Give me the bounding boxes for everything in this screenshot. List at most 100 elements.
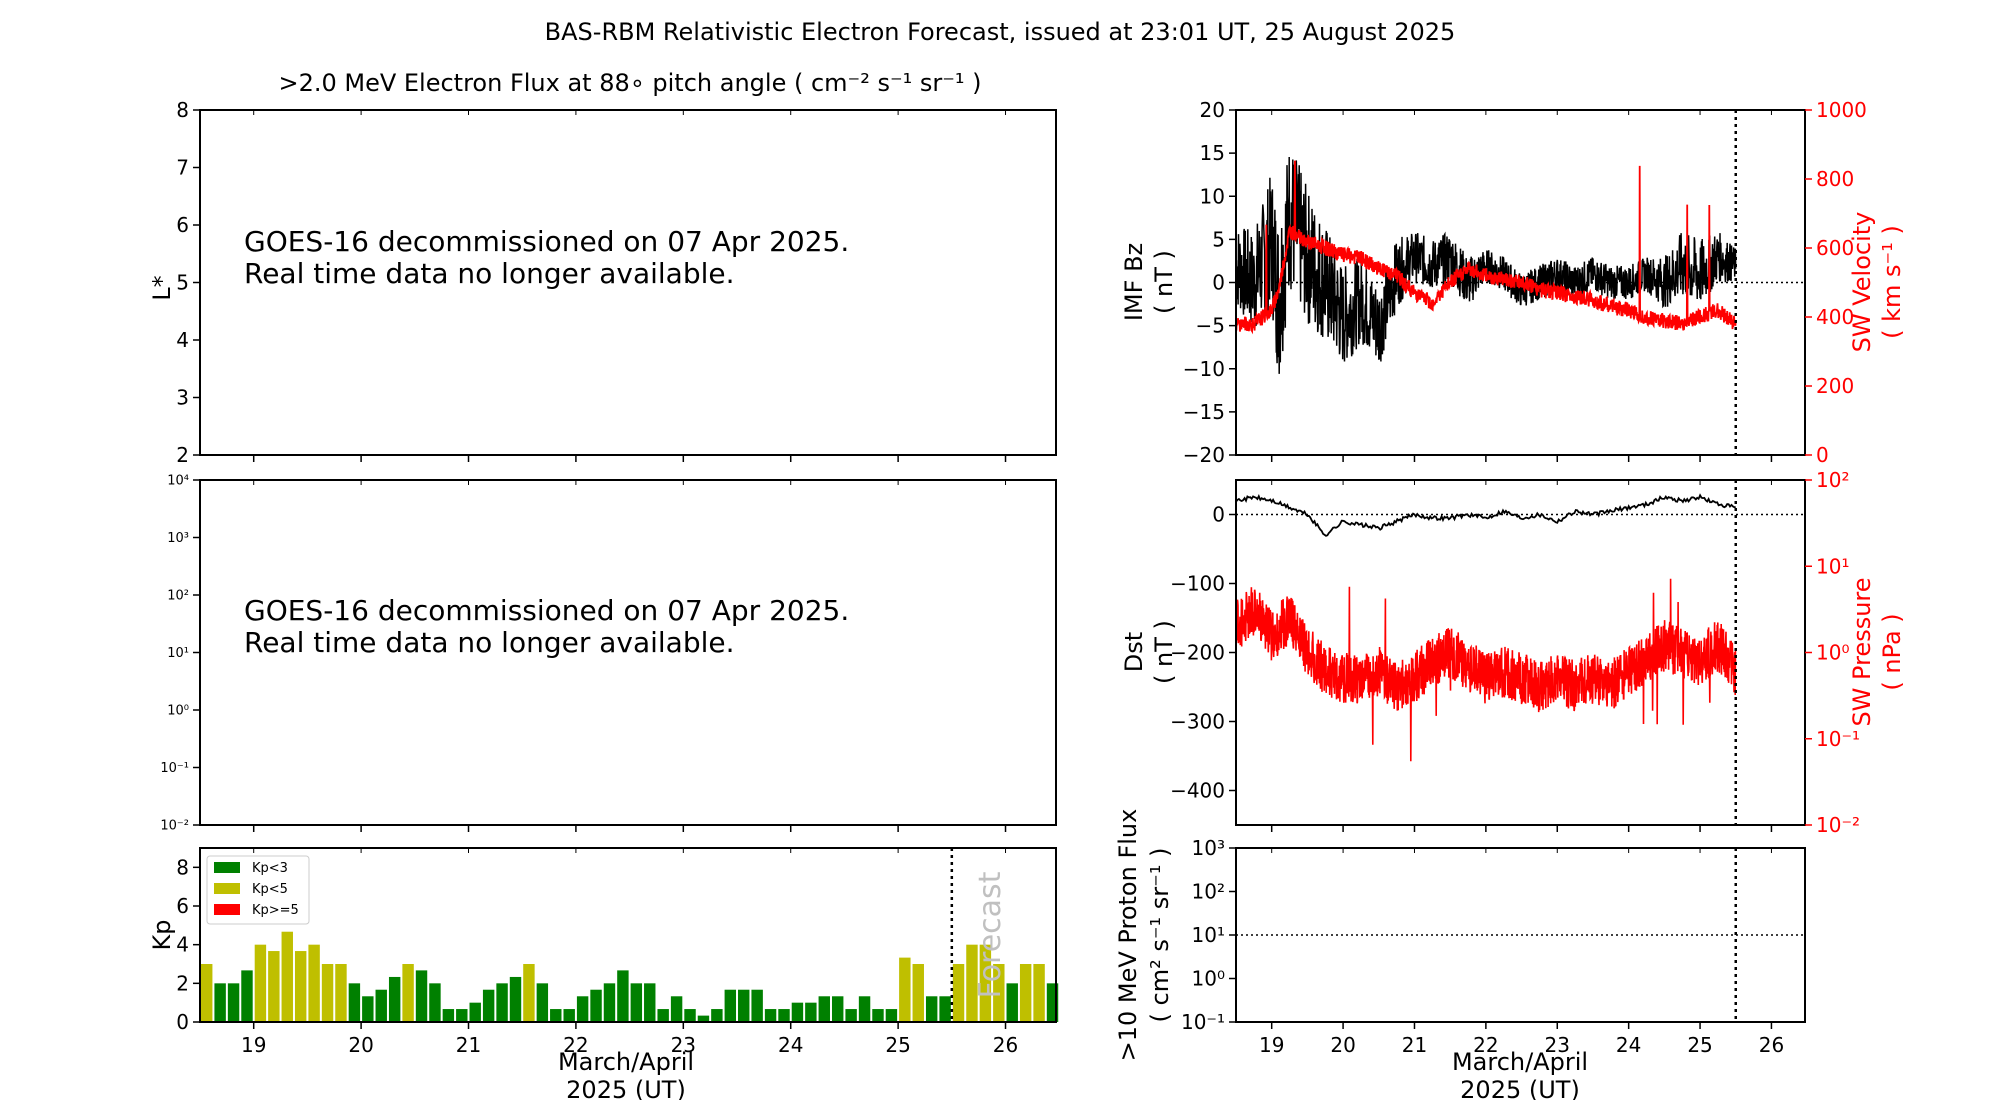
y-tick-label: 8 xyxy=(176,855,189,879)
y2-tick-label: 10² xyxy=(1816,468,1849,492)
kp-xlabel-line-1: March/April xyxy=(558,1048,694,1076)
y2-tick-label: 800 xyxy=(1816,167,1854,191)
sw-velocity-series xyxy=(1235,160,1737,335)
flux-lstar-message-line-2: Real time data no longer available. xyxy=(244,257,735,290)
imf-y2-ticks: 0 200 400 600 800 1000 xyxy=(1805,98,1867,467)
y-tick-label: 10¹ xyxy=(1192,923,1225,947)
y-tick-label: 4 xyxy=(176,933,189,957)
kp-bar xyxy=(697,1015,710,1022)
imf-ylabel-line-2: ( nT ) xyxy=(1150,250,1178,314)
imf-y2label-line-1: SW Velocity xyxy=(1848,212,1876,353)
kp-forecast-label: Forecast xyxy=(973,871,1008,998)
kp-bar xyxy=(764,1009,777,1022)
dst-y2label-line-1: SW Pressure xyxy=(1848,577,1876,726)
y-tick-label: 0 xyxy=(1212,271,1225,295)
kp-bar xyxy=(845,1009,857,1022)
kp-bar xyxy=(925,996,938,1022)
y-tick-label: 10³ xyxy=(1192,836,1225,860)
y-tick-label: 8 xyxy=(176,98,189,122)
kp-xlabel-line-2: 2025 (UT) xyxy=(566,1076,686,1100)
y-tick-label: 20 xyxy=(1200,98,1225,122)
x-tick-label: 26 xyxy=(993,1033,1018,1057)
flux-lstar-frame xyxy=(199,109,1057,456)
kp-bar xyxy=(630,983,643,1022)
proton-xlabel-line-2: 2025 (UT) xyxy=(1460,1076,1580,1100)
y-tick-label: 10⁴ xyxy=(167,474,189,489)
flux-lstar-y-ticks: 2 3 4 5 6 7 8 xyxy=(176,98,200,467)
x-tick-label: 24 xyxy=(1616,1033,1641,1057)
flux-log-message-line-1: GOES-16 decommissioned on 07 Apr 2025. xyxy=(244,594,849,627)
kp-bar xyxy=(899,957,911,1022)
kp-bars xyxy=(201,931,1059,1022)
proton-series xyxy=(1236,848,1805,1022)
flux-panel-title: >2.0 MeV Electron Flux at 88∘ pitch angl… xyxy=(278,69,981,97)
kp-bar xyxy=(335,964,347,1022)
kp-bar xyxy=(201,964,213,1022)
kp-bar xyxy=(294,951,307,1022)
y2-tick-label: 600 xyxy=(1816,236,1854,260)
kp-bar xyxy=(644,983,656,1022)
y-tick-label: −5 xyxy=(1196,314,1225,338)
kp-bar xyxy=(375,989,387,1022)
y-tick-label: 7 xyxy=(176,156,189,180)
y-tick-label: 2 xyxy=(176,443,189,467)
y-tick-label: 10² xyxy=(1192,880,1225,904)
kp-bar xyxy=(939,996,951,1022)
kp-bar xyxy=(308,944,320,1022)
y-tick-label: 10⁻² xyxy=(160,819,189,834)
x-tick-label: 25 xyxy=(885,1033,910,1057)
x-tick-label: 21 xyxy=(456,1033,481,1057)
y-tick-label: −400 xyxy=(1170,779,1225,803)
flux-log-frame xyxy=(199,479,1057,826)
kp-bar xyxy=(388,976,401,1022)
kp-bar xyxy=(831,996,844,1022)
kp-bar xyxy=(751,989,763,1022)
y-tick-label: 6 xyxy=(176,213,189,237)
kp-bar xyxy=(227,983,240,1022)
y2-tick-label: 400 xyxy=(1816,305,1854,329)
kp-bar xyxy=(429,983,441,1022)
kp-x-ticks: 19 20 21 22 23 24 25 26 xyxy=(241,848,1018,1057)
kp-legend-swatch-mid xyxy=(214,883,240,894)
y-tick-label: 10 xyxy=(1200,184,1225,208)
dst-ylabel-line-1: Dst xyxy=(1120,632,1148,672)
kp-bar xyxy=(281,931,293,1022)
kp-legend-label-low: Kp<3 xyxy=(252,861,288,876)
kp-bar xyxy=(509,976,522,1022)
kp-legend-label-mid: Kp<5 xyxy=(252,882,288,897)
figure-title: BAS-RBM Relativistic Electron Forecast, … xyxy=(545,18,1456,46)
kp-bar xyxy=(966,944,978,1022)
y2-tick-label: 10⁻¹ xyxy=(1816,727,1860,751)
kp-y-ticks: 0 2 4 6 8 xyxy=(176,855,200,1034)
y-tick-label: 0 xyxy=(176,1010,189,1034)
y-tick-label: 2 xyxy=(176,971,189,995)
kp-frame xyxy=(199,847,1057,1023)
y-tick-label: −200 xyxy=(1170,641,1225,665)
kp-bar xyxy=(469,1002,481,1022)
y2-tick-label: 1000 xyxy=(1816,98,1867,122)
imf-y-ticks: −20 −15 −10 −5 0 5 10 15 20 xyxy=(1183,98,1236,467)
kp-bar xyxy=(657,1009,669,1022)
y-tick-label: 10⁰ xyxy=(1192,967,1225,991)
kp-bar xyxy=(818,996,830,1022)
y-tick-label: 4 xyxy=(176,328,189,352)
y-tick-label: 10³ xyxy=(167,531,189,546)
kp-bar xyxy=(858,996,871,1022)
kp-bar xyxy=(724,989,737,1022)
x-tick-label: 23 xyxy=(671,1033,696,1057)
kp-bar xyxy=(496,983,508,1022)
imf-series xyxy=(1235,110,1805,455)
y-tick-label: 10⁻¹ xyxy=(1181,1010,1225,1034)
kp-bar xyxy=(362,996,374,1022)
kp-bar xyxy=(711,1009,723,1022)
flux-log-y-ticks: 10⁻² 10⁻¹ 10⁰ 10¹ 10² 10³ 10⁴ xyxy=(160,474,200,834)
dst-series xyxy=(1235,480,1805,825)
dst-series-line xyxy=(1235,493,1736,537)
dst-y2label-line-2: ( nPa ) xyxy=(1878,613,1906,690)
imf-y2label-line-2: ( km s⁻¹ ) xyxy=(1878,225,1906,339)
kp-bar xyxy=(738,989,750,1022)
proton-ylabel-line-2: ( cm² s⁻¹ sr⁻¹ ) xyxy=(1146,848,1174,1023)
kp-bar xyxy=(550,1009,562,1022)
kp-bar xyxy=(952,964,965,1022)
kp-bar xyxy=(536,983,549,1022)
